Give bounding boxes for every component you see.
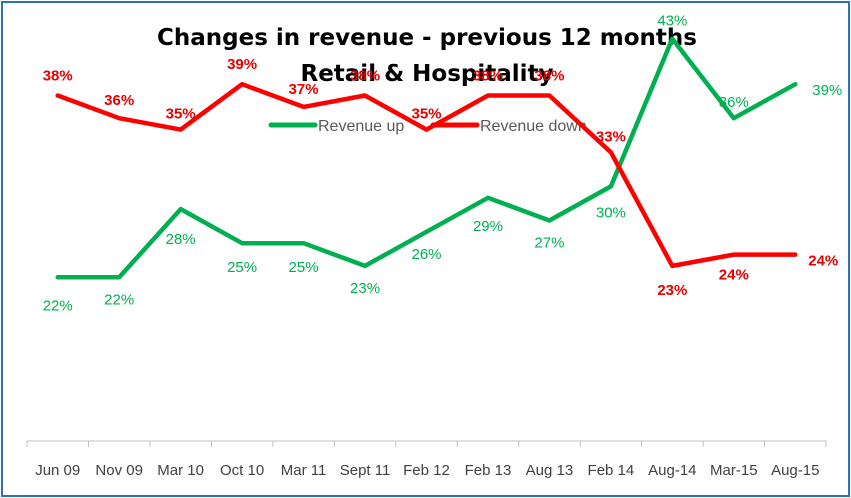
data-label-revenue-down: 38% [43, 68, 73, 85]
x-axis-labels: Jun 09 Nov 09 Mar 10 Oct 10 Mar 11 Sept 11 Feb… [35, 462, 819, 479]
data-label-revenue-down: 37% [289, 81, 319, 98]
data-label-revenue-down: 39% [227, 56, 257, 73]
data-label-revenue-up: 30% [596, 204, 626, 221]
x-tick-label: Sept 11 [340, 462, 391, 479]
x-tick-label: Mar 10 [157, 462, 204, 479]
data-label-revenue-up: 27% [534, 234, 564, 251]
x-axis-ticks [27, 441, 826, 447]
x-tick-label: Jun 09 [35, 462, 80, 479]
data-label-revenue-down: 33% [596, 128, 626, 145]
data-label-revenue-down: 35% [166, 106, 196, 123]
x-tick-label: Oct 10 [220, 462, 264, 479]
data-label-revenue-down: 24% [808, 253, 838, 270]
legend-label-revenue-down: Revenue down [480, 118, 587, 135]
x-tick-label: Mar-15 [710, 462, 758, 479]
data-label-revenue-up: 28% [166, 231, 196, 248]
data-label-revenue-up: 29% [473, 218, 503, 235]
data-label-revenue-up: 43% [657, 13, 687, 30]
data-label-revenue-up: 22% [104, 291, 134, 308]
data-label-revenue-down: 38% [350, 68, 380, 85]
x-tick-label: Feb 13 [465, 462, 512, 479]
chart-title: Changes in revenue - previous 12 months [157, 25, 697, 51]
x-tick-label: Nov 09 [95, 462, 143, 479]
line-chart: Changes in revenue - previous 12 months … [3, 3, 848, 495]
data-label-revenue-up: 39% [812, 82, 842, 99]
data-label-revenue-down: 36% [104, 92, 134, 109]
x-tick-label: Feb 12 [403, 462, 450, 479]
x-tick-label: Feb 14 [588, 462, 635, 479]
data-label-revenue-up: 26% [411, 246, 441, 263]
data-label-revenue-down: 38% [473, 68, 503, 85]
data-label-revenue-up: 23% [350, 280, 380, 297]
data-label-revenue-up: 36% [719, 94, 749, 111]
x-tick-label: Aug-15 [771, 462, 819, 479]
data-label-revenue-up: 22% [43, 297, 73, 314]
x-tick-label: Mar 11 [281, 462, 327, 479]
chart-subtitle: Retail & Hospitality [300, 61, 553, 87]
data-label-revenue-down: 24% [719, 267, 749, 284]
data-label-revenue-up: 25% [289, 259, 319, 276]
data-label-revenue-up: 25% [227, 259, 257, 276]
x-tick-label: Aug 13 [526, 462, 574, 479]
x-tick-label: Aug-14 [648, 462, 696, 479]
data-label-revenue-down: 35% [411, 106, 441, 123]
data-labels: 22% 22% 28% 25% 25% 23% 26% 29% 27% 30% 43% 36% 39% 3… [43, 13, 843, 315]
data-label-revenue-down: 23% [657, 282, 687, 299]
data-label-revenue-down: 38% [534, 68, 564, 85]
legend-label-revenue-up: Revenue up [318, 118, 404, 135]
